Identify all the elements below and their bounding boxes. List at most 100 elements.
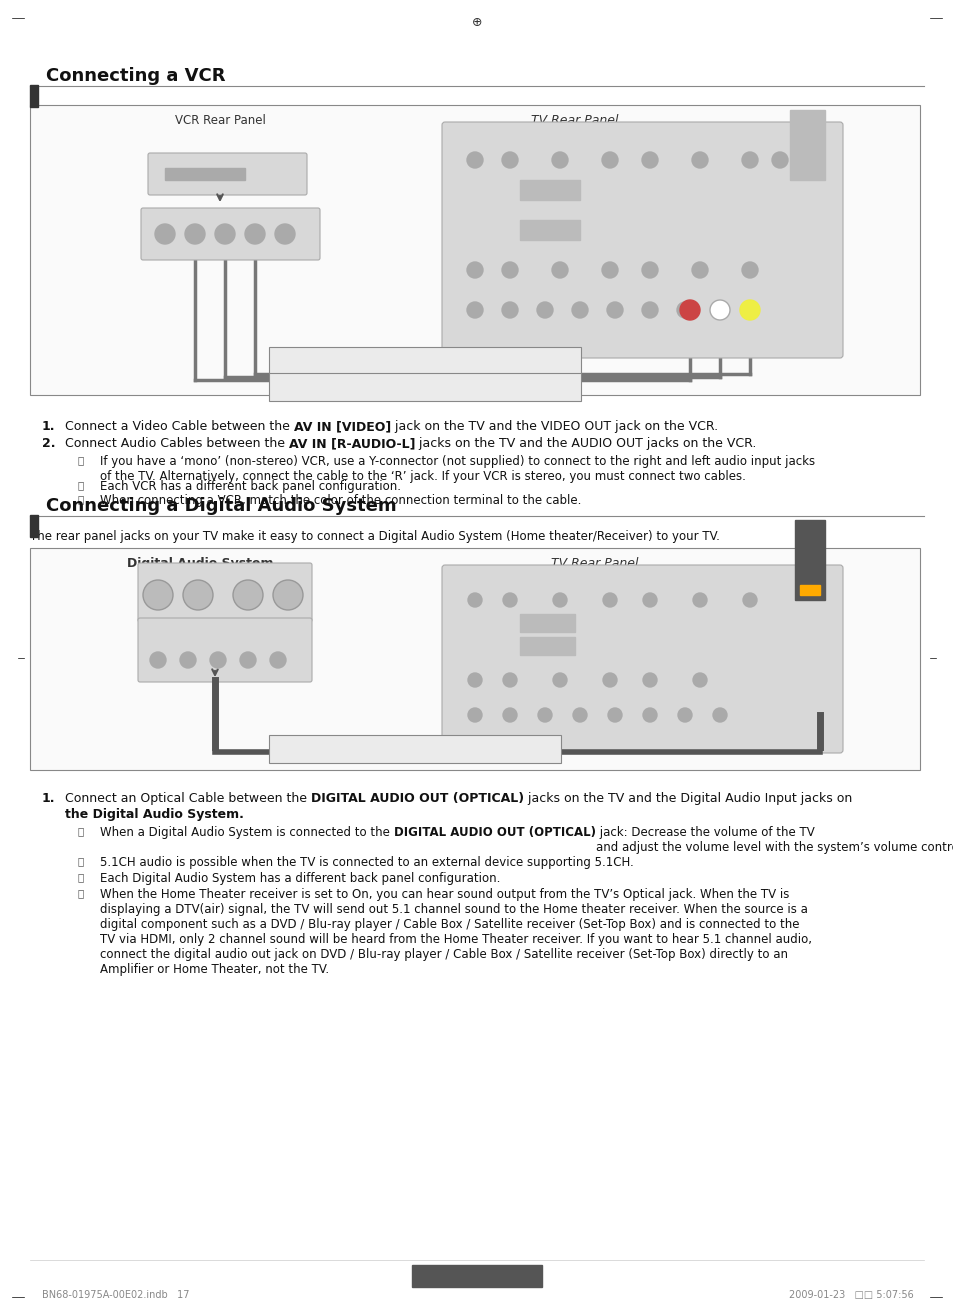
Circle shape (712, 707, 726, 722)
Text: AV IN [R-AUDIO-L]: AV IN [R-AUDIO-L] (289, 437, 416, 450)
Text: When the Home Theater receiver is set to On, you can hear sound output from the : When the Home Theater receiver is set to… (100, 888, 811, 976)
Circle shape (602, 673, 617, 686)
FancyBboxPatch shape (138, 563, 312, 622)
Text: 1.: 1. (42, 419, 55, 433)
Text: ⊕: ⊕ (471, 1269, 482, 1282)
FancyBboxPatch shape (441, 122, 842, 358)
Circle shape (641, 262, 658, 277)
Circle shape (641, 302, 658, 318)
Circle shape (552, 262, 567, 277)
Bar (30, 548, 919, 771)
Circle shape (692, 673, 706, 686)
Circle shape (501, 153, 517, 168)
Text: AV IN [VIDEO]: AV IN [VIDEO] (294, 419, 391, 433)
Text: Connect a Video Cable between the: Connect a Video Cable between the (65, 419, 294, 433)
Text: ① Optical Cable (Not supplied): ① Optical Cable (Not supplied) (308, 743, 521, 756)
Text: Ⓝ: Ⓝ (78, 856, 84, 867)
FancyBboxPatch shape (441, 565, 842, 753)
Text: Ⓝ: Ⓝ (78, 826, 84, 836)
Text: jack: Decrease the volume of the TV
and adjust the volume level with the system’: jack: Decrease the volume of the TV and … (595, 826, 953, 853)
Bar (30, 515, 38, 537)
Bar (519, 636, 575, 655)
Circle shape (692, 593, 706, 608)
Circle shape (771, 153, 787, 168)
Text: TV Rear Panel: TV Rear Panel (551, 558, 639, 569)
Circle shape (245, 224, 265, 245)
Circle shape (183, 580, 213, 610)
Circle shape (468, 593, 481, 608)
Circle shape (740, 300, 760, 320)
Circle shape (150, 652, 166, 668)
Text: Ⓝ: Ⓝ (78, 494, 84, 504)
Text: jack on the TV and the VIDEO OUT jack on the VCR.: jack on the TV and the VIDEO OUT jack on… (391, 419, 718, 433)
Text: When connecting a VCR, match the color of the connection terminal to the cable.: When connecting a VCR, match the color o… (100, 494, 580, 508)
Text: the Digital Audio System.: the Digital Audio System. (65, 807, 244, 821)
Circle shape (607, 707, 621, 722)
Text: VCR Rear Panel: VCR Rear Panel (174, 114, 265, 128)
Circle shape (270, 652, 286, 668)
Text: 2009-01-23   □□ 5:07:56: 2009-01-23 □□ 5:07:56 (788, 1290, 913, 1301)
Text: ⊕: ⊕ (471, 16, 482, 29)
Circle shape (572, 302, 587, 318)
Circle shape (502, 707, 517, 722)
FancyBboxPatch shape (138, 618, 312, 682)
Circle shape (741, 262, 758, 277)
Text: Connect Audio Cables between the: Connect Audio Cables between the (65, 437, 289, 450)
Text: 5.1CH audio is possible when the TV is connected to an external device supportin: 5.1CH audio is possible when the TV is c… (100, 856, 633, 869)
Bar (30, 85, 38, 107)
Circle shape (501, 262, 517, 277)
Bar (519, 180, 579, 200)
Circle shape (537, 302, 553, 318)
Circle shape (180, 652, 195, 668)
Circle shape (677, 302, 692, 318)
Circle shape (741, 153, 758, 168)
Circle shape (691, 153, 707, 168)
Text: BN68-01975A-00E02.indb   17: BN68-01975A-00E02.indb 17 (42, 1290, 190, 1301)
Circle shape (641, 153, 658, 168)
Text: 1.: 1. (42, 792, 55, 805)
Circle shape (606, 302, 622, 318)
Circle shape (154, 224, 174, 245)
Circle shape (537, 707, 552, 722)
Circle shape (602, 593, 617, 608)
Text: Connect an Optical Cable between the: Connect an Optical Cable between the (65, 792, 311, 805)
FancyBboxPatch shape (141, 208, 319, 260)
Circle shape (502, 593, 517, 608)
Text: TV Rear Panel: TV Rear Panel (531, 114, 618, 128)
Circle shape (467, 262, 482, 277)
Circle shape (601, 262, 618, 277)
Circle shape (467, 153, 482, 168)
Circle shape (678, 707, 691, 722)
Circle shape (573, 707, 586, 722)
Bar (800, 585, 820, 594)
Circle shape (601, 153, 618, 168)
Text: Digital Audio System: Digital Audio System (127, 558, 273, 569)
Circle shape (210, 652, 226, 668)
Bar (519, 614, 575, 633)
Circle shape (552, 153, 567, 168)
Text: DIGITAL AUDIO OUT (OPTICAL): DIGITAL AUDIO OUT (OPTICAL) (311, 792, 523, 805)
Circle shape (709, 300, 729, 320)
Text: Ⓝ: Ⓝ (78, 888, 84, 898)
Circle shape (467, 302, 482, 318)
Circle shape (642, 673, 657, 686)
FancyBboxPatch shape (269, 735, 560, 763)
Circle shape (553, 593, 566, 608)
Circle shape (691, 262, 707, 277)
Text: If you have a ‘mono’ (non-stereo) VCR, use a Y-connector (not supplied) to conne: If you have a ‘mono’ (non-stereo) VCR, u… (100, 455, 814, 483)
Bar (519, 220, 579, 241)
Bar (412, 1265, 541, 1287)
Text: Connecting a VCR: Connecting a VCR (46, 67, 225, 85)
FancyBboxPatch shape (269, 347, 580, 375)
Circle shape (502, 673, 517, 686)
Bar (789, 110, 824, 180)
Circle shape (501, 302, 517, 318)
Circle shape (273, 580, 303, 610)
Circle shape (642, 707, 657, 722)
Text: When a Digital Audio System is connected to the: When a Digital Audio System is connected… (100, 826, 394, 839)
Circle shape (679, 300, 700, 320)
Circle shape (553, 673, 566, 686)
Circle shape (240, 652, 255, 668)
Circle shape (274, 224, 294, 245)
Circle shape (468, 707, 481, 722)
